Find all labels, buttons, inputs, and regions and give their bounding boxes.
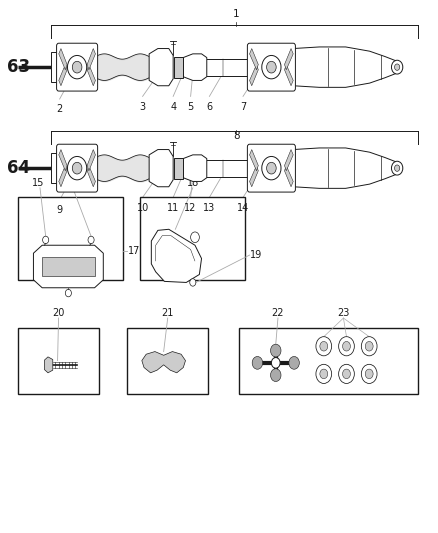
Text: 20: 20 bbox=[53, 308, 65, 318]
Circle shape bbox=[191, 232, 199, 243]
Text: 16: 16 bbox=[67, 177, 79, 188]
Circle shape bbox=[271, 344, 281, 357]
Text: 17: 17 bbox=[128, 246, 141, 256]
Circle shape bbox=[271, 369, 281, 382]
Polygon shape bbox=[149, 49, 173, 86]
Bar bbox=[18, 197, 123, 280]
FancyBboxPatch shape bbox=[57, 43, 98, 91]
FancyBboxPatch shape bbox=[51, 52, 59, 82]
Polygon shape bbox=[183, 155, 207, 181]
Circle shape bbox=[262, 55, 281, 79]
Circle shape bbox=[289, 357, 299, 369]
Polygon shape bbox=[285, 49, 293, 70]
Polygon shape bbox=[285, 64, 293, 86]
Text: 14: 14 bbox=[237, 203, 249, 213]
FancyBboxPatch shape bbox=[247, 144, 295, 192]
Text: 2: 2 bbox=[57, 104, 63, 115]
Text: 1: 1 bbox=[233, 9, 240, 19]
Text: 21: 21 bbox=[162, 308, 174, 318]
Polygon shape bbox=[59, 49, 67, 70]
Circle shape bbox=[67, 157, 87, 180]
Circle shape bbox=[343, 369, 350, 378]
Text: 23: 23 bbox=[337, 308, 350, 318]
Text: 64: 64 bbox=[7, 159, 30, 177]
Polygon shape bbox=[250, 165, 258, 187]
Polygon shape bbox=[87, 49, 95, 70]
Circle shape bbox=[267, 61, 276, 73]
Text: 13: 13 bbox=[203, 203, 215, 213]
Text: 15: 15 bbox=[32, 177, 44, 188]
Circle shape bbox=[267, 163, 276, 174]
Bar bbox=[18, 328, 99, 394]
Text: 11: 11 bbox=[167, 203, 179, 213]
Text: 19: 19 bbox=[251, 250, 263, 260]
Text: 7: 7 bbox=[240, 102, 246, 112]
FancyBboxPatch shape bbox=[247, 43, 295, 91]
Polygon shape bbox=[59, 64, 67, 86]
Text: 9: 9 bbox=[57, 205, 63, 215]
Polygon shape bbox=[174, 158, 183, 179]
Polygon shape bbox=[285, 165, 293, 187]
Text: 18: 18 bbox=[187, 177, 199, 188]
FancyBboxPatch shape bbox=[51, 154, 59, 183]
Polygon shape bbox=[87, 64, 95, 86]
FancyBboxPatch shape bbox=[57, 144, 98, 192]
Text: 22: 22 bbox=[272, 308, 284, 318]
Circle shape bbox=[67, 55, 87, 79]
Polygon shape bbox=[250, 150, 258, 171]
Polygon shape bbox=[142, 352, 185, 373]
Circle shape bbox=[343, 342, 350, 351]
Circle shape bbox=[88, 236, 94, 244]
Polygon shape bbox=[250, 64, 258, 86]
Polygon shape bbox=[87, 150, 95, 171]
Polygon shape bbox=[293, 148, 403, 188]
Circle shape bbox=[272, 358, 280, 368]
Polygon shape bbox=[87, 165, 95, 187]
Circle shape bbox=[320, 369, 328, 378]
Polygon shape bbox=[45, 357, 53, 373]
Text: 4: 4 bbox=[170, 102, 176, 112]
Polygon shape bbox=[59, 150, 67, 171]
Circle shape bbox=[262, 157, 281, 180]
Circle shape bbox=[361, 365, 377, 383]
Circle shape bbox=[252, 357, 263, 369]
Polygon shape bbox=[59, 165, 67, 187]
Circle shape bbox=[365, 342, 373, 351]
Bar bbox=[141, 197, 245, 280]
Circle shape bbox=[339, 365, 354, 383]
Circle shape bbox=[320, 342, 328, 351]
Circle shape bbox=[72, 163, 82, 174]
Circle shape bbox=[339, 337, 354, 356]
Text: 5: 5 bbox=[187, 102, 194, 112]
Text: 8: 8 bbox=[233, 131, 240, 141]
Text: 6: 6 bbox=[206, 102, 212, 112]
Polygon shape bbox=[285, 150, 293, 171]
Text: 10: 10 bbox=[137, 203, 149, 213]
Circle shape bbox=[190, 279, 196, 286]
Circle shape bbox=[395, 165, 400, 171]
Circle shape bbox=[65, 289, 71, 297]
Polygon shape bbox=[151, 229, 201, 282]
Circle shape bbox=[392, 60, 403, 74]
Circle shape bbox=[316, 337, 332, 356]
Text: 12: 12 bbox=[184, 203, 197, 213]
Circle shape bbox=[72, 61, 82, 73]
Polygon shape bbox=[250, 49, 258, 70]
Circle shape bbox=[395, 64, 400, 70]
Polygon shape bbox=[42, 257, 95, 276]
Polygon shape bbox=[174, 56, 183, 78]
Polygon shape bbox=[183, 54, 207, 80]
Circle shape bbox=[316, 365, 332, 383]
Text: 63: 63 bbox=[7, 58, 30, 76]
Circle shape bbox=[365, 369, 373, 378]
Circle shape bbox=[392, 161, 403, 175]
Bar bbox=[127, 328, 208, 394]
Polygon shape bbox=[33, 245, 103, 288]
Bar bbox=[239, 328, 418, 394]
Polygon shape bbox=[149, 150, 173, 187]
Polygon shape bbox=[293, 47, 403, 87]
Text: 3: 3 bbox=[140, 102, 146, 112]
Circle shape bbox=[361, 337, 377, 356]
Circle shape bbox=[42, 236, 49, 244]
